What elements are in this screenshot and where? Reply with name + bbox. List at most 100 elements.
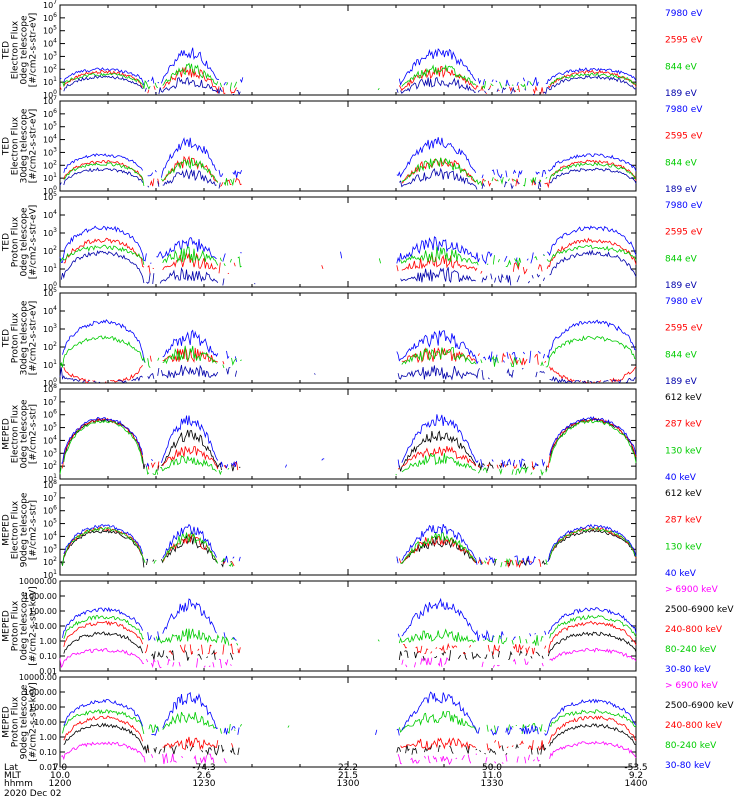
panel-frame <box>59 676 637 768</box>
series-line <box>59 167 637 190</box>
y-tick-label: 107 <box>43 0 57 10</box>
y-tick-label: 10.00 <box>34 622 57 631</box>
y-axis-title-line: [#/cm2-s-str-keV] <box>29 586 39 665</box>
x-axis-group: Lat MLT hhmm 2020 Dec 02 7.0 -74.3 22.2 50.… <box>4 763 648 799</box>
legend-entry: 189 eV <box>665 185 698 195</box>
y-axis-title-line: 0deg telescope <box>20 207 30 277</box>
y-tick-label: 103 <box>43 447 57 458</box>
legend-entry: 240-800 keV <box>665 721 723 731</box>
y-tick-label: 103 <box>43 543 57 554</box>
y-axis-title-line: 90deg telescope <box>20 684 30 759</box>
x-tick-label-lat: 22.2 <box>338 763 358 773</box>
y-axis-title-line: [#/cm2-s-str-eV] <box>29 301 39 376</box>
y-axis-title-line: Proton Flux <box>11 216 21 267</box>
series-line <box>63 417 637 472</box>
y-tick-label: 104 <box>43 305 57 316</box>
series-line <box>59 47 637 87</box>
series-line <box>62 709 637 735</box>
y-axis-title-line: TED <box>2 329 12 348</box>
y-axis-title-line: MEPED <box>2 418 12 450</box>
y-tick-label: 1.00 <box>39 637 57 646</box>
y-tick-label: 10.00 <box>34 718 57 727</box>
y-axis-title-line: 30deg telescope <box>20 300 30 375</box>
legend-entry: 40 keV <box>665 569 697 579</box>
series-line <box>59 647 637 669</box>
y-tick-label: 105 <box>43 287 57 298</box>
legend-entry: 7980 eV <box>665 201 703 211</box>
y-tick-label: 105 <box>43 518 57 529</box>
y-tick-label: 108 <box>43 383 57 394</box>
series-line <box>59 66 637 95</box>
legend-entry: 287 keV <box>665 420 702 430</box>
x-tick-label-hhmm: 1200 <box>49 779 72 789</box>
y-axis-title-line: Electron Flux <box>11 404 21 463</box>
legend-entry: 130 keV <box>665 542 702 552</box>
y-tick-label: 10000.00 <box>19 673 57 682</box>
y-tick-label: 102 <box>43 63 57 74</box>
y-tick-label: 104 <box>43 134 57 145</box>
legend-entry: 80-240 keV <box>665 741 717 751</box>
y-axis-title-line: [#/cm2-s-str-eV] <box>29 109 39 184</box>
panel-frame <box>59 580 637 672</box>
y-axis-title-line: 90deg telescope <box>20 492 30 567</box>
y-tick-label: 101 <box>43 569 57 580</box>
series-line <box>62 62 637 91</box>
y-tick-label: 103 <box>43 146 57 157</box>
x-tick-label-lat: -74.3 <box>192 763 215 773</box>
panel-8: 0.01 0.10 1.00 10.00 100.00 1000.00 10000.00 ME… <box>2 673 735 772</box>
y-axis-title-line: MEPED <box>2 706 12 738</box>
y-axis-title-line: 0deg telescope <box>20 591 30 661</box>
panel-frame <box>59 484 637 576</box>
y-tick-label: 102 <box>43 460 57 471</box>
y-tick-label: 102 <box>43 556 57 567</box>
x-tick-label-mlt: 21.5 <box>338 771 358 781</box>
y-tick-label: 105 <box>43 191 57 202</box>
y-tick-label: 102 <box>43 245 57 256</box>
panel-frame <box>59 388 637 480</box>
x-tick-label-mlt: 11.0 <box>482 771 502 781</box>
legend-entry: 189 eV <box>665 281 698 291</box>
y-tick-label: 100 <box>43 377 57 388</box>
y-tick-label: 100.00 <box>29 607 57 616</box>
panel-frame <box>59 4 637 96</box>
legend-entry: > 6900 keV <box>665 585 719 595</box>
x-row-label-lat: Lat <box>4 763 19 773</box>
legend-entry: 80-240 keV <box>665 645 717 655</box>
legend-entry: 844 eV <box>665 350 698 360</box>
legend-entry: 2595 eV <box>665 36 703 46</box>
y-axis-title-line: 30deg telescope <box>20 108 30 183</box>
series-line <box>59 419 637 476</box>
legend-entry: 612 keV <box>665 393 702 403</box>
series-line <box>63 237 637 275</box>
legend-entry: 240-800 keV <box>665 625 723 635</box>
y-axis-title-line: MEPED <box>2 610 12 642</box>
panel-frame <box>59 292 637 384</box>
y-tick-label: 106 <box>43 409 57 420</box>
legend-entry: 844 eV <box>665 254 698 264</box>
y-tick-label: 102 <box>43 159 57 170</box>
panel-frame <box>59 196 637 288</box>
y-tick-label: 108 <box>43 479 57 490</box>
series-line <box>60 529 637 568</box>
y-tick-label: 103 <box>43 50 57 61</box>
y-axis-title-line: [#/cm2-s-str] <box>29 500 39 560</box>
x-tick-label-mlt: 10.0 <box>50 771 70 781</box>
x-tick-label-hhmm: 1400 <box>625 779 648 789</box>
series-line <box>59 244 637 268</box>
y-axis-title-line: [#/cm2-s-str-eV] <box>29 13 39 88</box>
legend-entry: 7980 eV <box>665 297 703 307</box>
series-line <box>63 631 637 661</box>
y-tick-label: 107 <box>43 492 57 503</box>
legend-entry: 844 eV <box>665 62 698 72</box>
y-axis-title-line: Electron Flux <box>11 500 21 559</box>
series-line <box>63 157 637 187</box>
x-tick-label-hhmm: 1300 <box>337 779 360 789</box>
y-tick-label: 101 <box>43 263 57 274</box>
y-tick-label: 106 <box>43 505 57 516</box>
x-tick-label-mlt: 9.2 <box>629 771 643 781</box>
y-tick-label: 104 <box>43 209 57 220</box>
series-line <box>61 740 637 766</box>
y-tick-label: 105 <box>43 422 57 433</box>
